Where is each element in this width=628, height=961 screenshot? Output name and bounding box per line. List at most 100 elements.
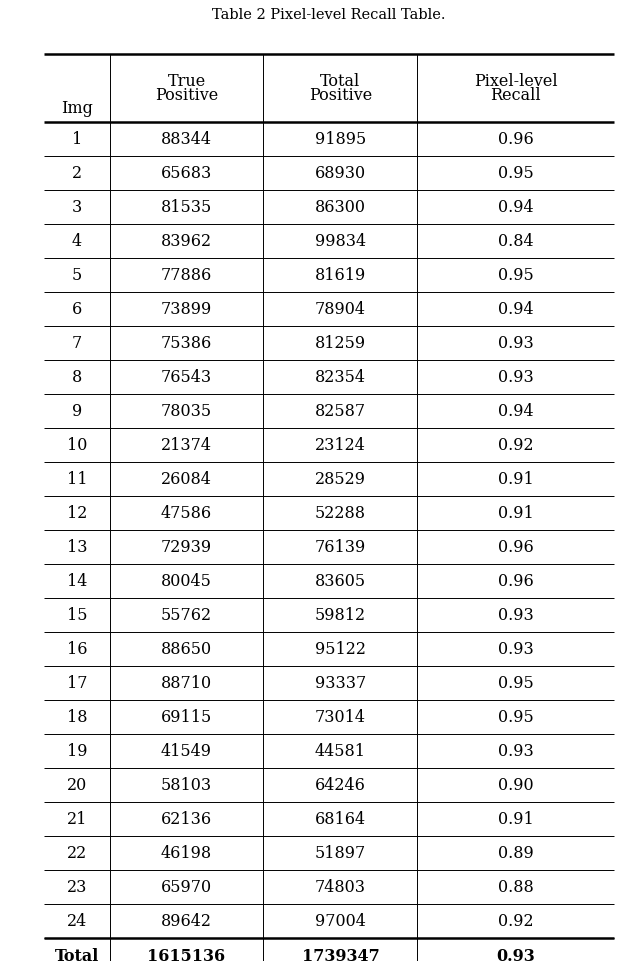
Text: 0.94: 0.94 [498, 199, 534, 216]
Text: 81535: 81535 [161, 199, 212, 216]
Text: 0.96: 0.96 [498, 132, 534, 148]
Text: 0.95: 0.95 [498, 709, 534, 726]
Text: 88710: 88710 [161, 675, 212, 692]
Text: 81619: 81619 [315, 267, 366, 284]
Text: 88650: 88650 [161, 641, 212, 658]
Text: 13: 13 [67, 539, 87, 555]
Text: Total: Total [55, 948, 99, 961]
Text: 0.91: 0.91 [498, 811, 534, 827]
Text: 0.93: 0.93 [498, 369, 534, 386]
Text: 88344: 88344 [161, 132, 212, 148]
Text: 41549: 41549 [161, 743, 212, 760]
Text: 1739347: 1739347 [301, 948, 379, 961]
Text: Positive: Positive [309, 87, 372, 105]
Text: 0.93: 0.93 [498, 335, 534, 352]
Text: 86300: 86300 [315, 199, 366, 216]
Text: Positive: Positive [155, 87, 218, 105]
Text: 0.96: 0.96 [498, 539, 534, 555]
Text: 89642: 89642 [161, 913, 212, 929]
Text: 44581: 44581 [315, 743, 366, 760]
Text: 51897: 51897 [315, 845, 366, 862]
Text: 0.92: 0.92 [498, 437, 534, 454]
Text: Img: Img [61, 100, 93, 117]
Text: 3: 3 [72, 199, 82, 216]
Text: 74803: 74803 [315, 878, 366, 896]
Text: 12: 12 [67, 505, 87, 522]
Text: 81259: 81259 [315, 335, 366, 352]
Text: 4: 4 [72, 234, 82, 250]
Text: 0.93: 0.93 [498, 641, 534, 658]
Text: 18: 18 [67, 709, 87, 726]
Text: 2: 2 [72, 165, 82, 183]
Text: 5: 5 [72, 267, 82, 284]
Text: 0.91: 0.91 [498, 505, 534, 522]
Text: 83605: 83605 [315, 573, 366, 590]
Text: 28529: 28529 [315, 471, 366, 488]
Text: 55762: 55762 [161, 606, 212, 624]
Text: 0.93: 0.93 [498, 743, 534, 760]
Text: 16: 16 [67, 641, 87, 658]
Text: 47586: 47586 [161, 505, 212, 522]
Text: 68164: 68164 [315, 811, 366, 827]
Text: 78035: 78035 [161, 403, 212, 420]
Text: 0.93: 0.93 [496, 948, 535, 961]
Text: 20: 20 [67, 776, 87, 794]
Text: 64246: 64246 [315, 776, 366, 794]
Text: 72939: 72939 [161, 539, 212, 555]
Text: 17: 17 [67, 675, 87, 692]
Text: 93337: 93337 [315, 675, 366, 692]
Text: 0.94: 0.94 [498, 301, 534, 318]
Text: 0.96: 0.96 [498, 573, 534, 590]
Text: 10: 10 [67, 437, 87, 454]
Text: 0.95: 0.95 [498, 675, 534, 692]
Text: 6: 6 [72, 301, 82, 318]
Text: 73014: 73014 [315, 709, 366, 726]
Text: Pixel-level: Pixel-level [474, 73, 558, 90]
Text: 7: 7 [72, 335, 82, 352]
Text: 11: 11 [67, 471, 87, 488]
Text: 23: 23 [67, 878, 87, 896]
Text: 65683: 65683 [161, 165, 212, 183]
Text: 0.89: 0.89 [498, 845, 534, 862]
Text: 52288: 52288 [315, 505, 366, 522]
Text: 0.94: 0.94 [498, 403, 534, 420]
Text: 68930: 68930 [315, 165, 366, 183]
Text: 59812: 59812 [315, 606, 366, 624]
Text: 19: 19 [67, 743, 87, 760]
Text: 21374: 21374 [161, 437, 212, 454]
Text: 83962: 83962 [161, 234, 212, 250]
Text: 77886: 77886 [161, 267, 212, 284]
Text: 82354: 82354 [315, 369, 366, 386]
Text: 1615136: 1615136 [148, 948, 225, 961]
Text: 97004: 97004 [315, 913, 366, 929]
Text: 76543: 76543 [161, 369, 212, 386]
Text: 8: 8 [72, 369, 82, 386]
Text: 95122: 95122 [315, 641, 366, 658]
Text: 91895: 91895 [315, 132, 366, 148]
Text: Total: Total [320, 73, 360, 90]
Text: 62136: 62136 [161, 811, 212, 827]
Text: Table 2 Pixel-level Recall Table.: Table 2 Pixel-level Recall Table. [212, 8, 446, 22]
Text: 0.93: 0.93 [498, 606, 534, 624]
Text: 1: 1 [72, 132, 82, 148]
Text: 82587: 82587 [315, 403, 366, 420]
Text: 24: 24 [67, 913, 87, 929]
Text: 0.95: 0.95 [498, 267, 534, 284]
Text: 80045: 80045 [161, 573, 212, 590]
Text: 0.88: 0.88 [498, 878, 534, 896]
Text: 99834: 99834 [315, 234, 366, 250]
Text: 75386: 75386 [161, 335, 212, 352]
Text: 69115: 69115 [161, 709, 212, 726]
Text: 22: 22 [67, 845, 87, 862]
Text: 26084: 26084 [161, 471, 212, 488]
Text: 0.84: 0.84 [498, 234, 534, 250]
Text: 65970: 65970 [161, 878, 212, 896]
Text: True: True [168, 73, 205, 90]
Text: 0.91: 0.91 [498, 471, 534, 488]
Text: 76139: 76139 [315, 539, 366, 555]
Text: 73899: 73899 [161, 301, 212, 318]
Text: 23124: 23124 [315, 437, 366, 454]
Text: 15: 15 [67, 606, 87, 624]
Text: Recall: Recall [490, 87, 541, 105]
Text: 46198: 46198 [161, 845, 212, 862]
